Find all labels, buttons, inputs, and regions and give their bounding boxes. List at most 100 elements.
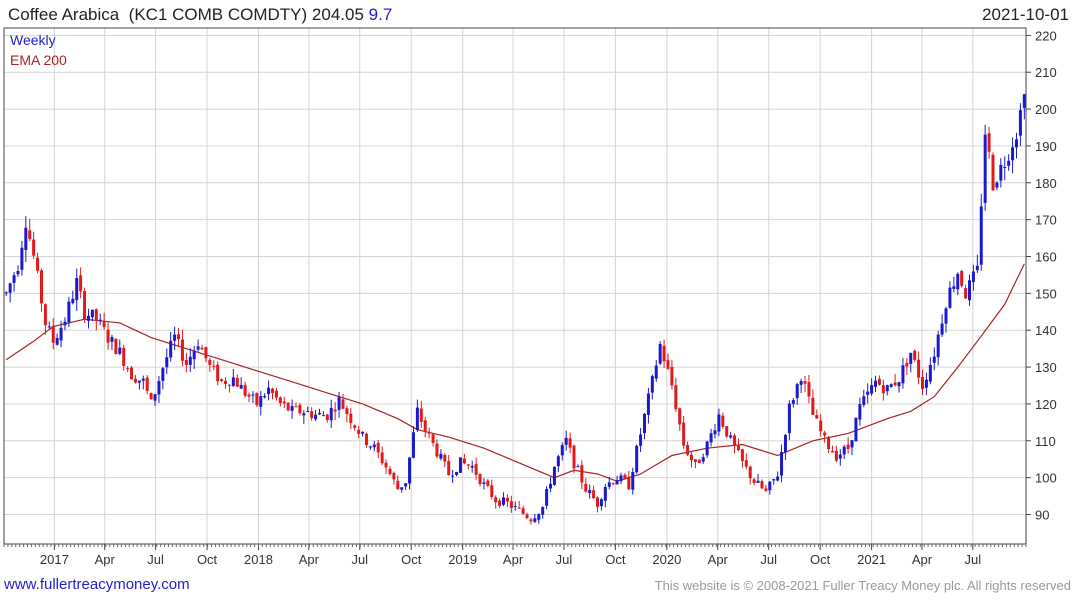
candle-body [658,343,662,364]
candle-body [666,359,670,369]
candle-body [368,446,372,448]
candle-body [478,474,482,485]
candle-body [1007,160,1011,166]
candle-body [71,298,75,304]
candle-body [964,288,968,299]
candle-body [960,271,964,286]
candle-body [866,391,870,395]
candle-body [905,362,909,367]
candle-body [627,476,631,490]
candle-body [968,280,972,301]
candle-body [568,438,572,448]
candle-body [615,480,619,485]
candle-body [98,319,102,321]
candle-body [760,481,764,489]
candle-body [733,435,737,446]
legend-ema-200: EMA 200 [10,52,67,68]
candle-body [932,356,936,363]
candle-body [490,485,494,497]
candle-body [517,507,521,509]
candle-body [12,275,16,283]
site-link[interactable]: www.fullertreacymoney.com [4,576,190,593]
candle-body [90,309,94,318]
candle-body [599,499,603,507]
candle-body [940,323,944,335]
x-tick-label: 2017 [40,552,69,567]
candle-body [787,403,791,434]
candle-body [1018,110,1022,136]
candle-body [592,490,596,499]
candle-body [783,434,787,453]
candle-body [670,366,674,386]
candle-body [145,377,149,392]
candle-body [662,345,666,362]
candle-body [376,442,380,453]
candle-body [525,514,529,519]
candle-body [639,434,643,446]
candle-body [462,458,466,464]
candle-body [184,360,188,365]
candle-body [498,500,502,506]
candle-body [310,411,314,419]
candle-body [306,411,310,413]
candle-body [556,456,560,467]
y-tick-label: 180 [1035,176,1057,191]
candle-body [642,413,646,434]
candle-body [302,413,306,416]
candle-body [357,429,361,434]
x-tick-label: Apr [912,552,933,567]
candle-body [43,304,47,326]
candle-body [545,489,549,506]
candle-body [815,415,819,419]
candle-body [807,382,811,397]
candle-body [192,350,196,360]
candle-body [552,466,556,485]
candle-body [161,368,165,381]
candle-body [8,283,12,293]
candle-body [842,446,846,455]
candle-body [126,368,130,370]
candle-body [419,408,423,422]
y-tick-label: 100 [1035,471,1057,486]
candle-body [118,347,122,354]
last-price: 204.05 [311,5,364,24]
candle-body [674,385,678,410]
candle-body [987,133,991,152]
candle-body [196,346,200,350]
candle-body [349,413,353,424]
candle-body [180,339,184,361]
y-axis: 90 100 110 120 130 140 150 160 170 180 190 200 210 22… [1026,28,1057,523]
candle-body [353,425,357,428]
candle-body [854,418,858,442]
candle-body [956,273,960,290]
candle-body [443,454,447,462]
x-tick-label: Apr [299,552,320,567]
candle-body [975,265,979,271]
legend-weekly: Weekly [10,32,56,48]
candle-body [846,444,850,450]
candle-body [153,394,157,401]
candle-body [447,461,451,476]
candle-body [431,434,435,443]
candle-body [130,367,134,380]
candle-body [838,454,842,459]
candle-body [251,394,255,396]
candle-body [149,393,153,400]
candle-body [361,431,365,434]
candle-body [122,347,126,366]
candle-body [780,451,784,476]
candle-body [188,356,192,365]
candle-body [208,359,212,365]
y-tick-label: 200 [1035,102,1057,117]
candle-body [239,384,243,389]
candle-body [858,404,862,420]
candle-body [537,514,541,520]
x-tick-label: Jul [760,552,777,567]
candle-body [86,315,90,321]
candle-body [952,286,956,289]
y-tick-label: 110 [1035,434,1056,449]
candle-body [909,352,913,364]
candle-body [286,402,290,411]
x-tick-label: 2019 [448,552,477,567]
candle-body [541,507,545,515]
